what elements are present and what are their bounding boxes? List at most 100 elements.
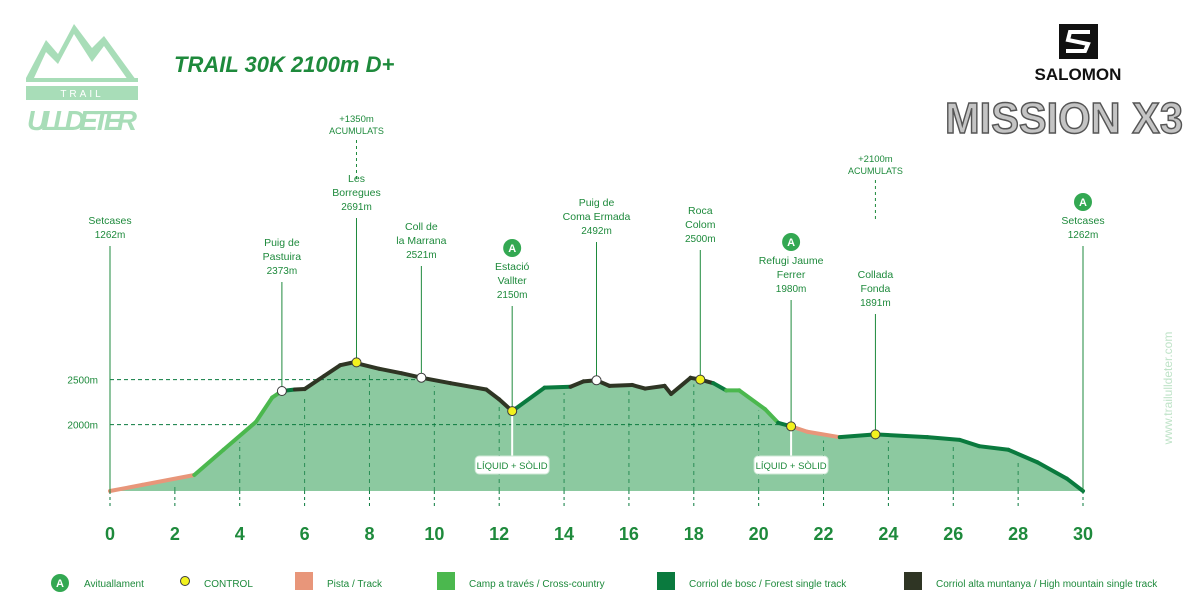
legend-item-control: CONTROL bbox=[180, 576, 253, 590]
aid-station-icon: A bbox=[503, 239, 522, 257]
ulldeter-logo: TRAIL ULLDETER bbox=[26, 24, 138, 136]
aid-circle bbox=[1074, 193, 1092, 211]
profile-segment bbox=[1035, 460, 1069, 481]
cumulative-caption: ACUMULATS bbox=[848, 166, 903, 176]
reference-label: 2000m bbox=[67, 421, 98, 432]
waypoint-name: Setcases bbox=[88, 215, 131, 227]
x-tick-label: 20 bbox=[749, 524, 769, 544]
profile-segment bbox=[322, 363, 343, 378]
legend-swatch bbox=[904, 572, 922, 590]
waypoint-name: Setcases bbox=[1061, 215, 1104, 227]
summit-marker bbox=[591, 375, 602, 386]
supply-badge bbox=[753, 455, 829, 475]
legend-swatch bbox=[295, 572, 313, 590]
aid-station-icon: A bbox=[51, 574, 69, 592]
waypoint-name: Borregues bbox=[332, 187, 380, 199]
waypoint-name: Estació bbox=[495, 261, 530, 273]
profile-segment bbox=[221, 419, 258, 452]
logo-word-trail: TRAIL bbox=[60, 89, 103, 100]
waypoint-altitude: 1262m bbox=[95, 230, 126, 241]
cumulative-value: +1350m bbox=[339, 114, 374, 125]
salomon-logo: SALOMON bbox=[1035, 24, 1122, 84]
control-point-marker bbox=[695, 374, 706, 385]
aid-letter: A bbox=[787, 237, 795, 249]
profile-segment bbox=[484, 387, 502, 402]
summit-marker bbox=[276, 386, 287, 397]
logo-word-brand: ULLDETER bbox=[27, 105, 138, 136]
profile-segment bbox=[302, 373, 327, 392]
waypoint: 1980m Ferrer Refugi Jaume A LÍQUID + SÒLID bbox=[753, 233, 829, 475]
waypoint-name: Coll de bbox=[405, 221, 438, 233]
legend-label: Pista / Track bbox=[327, 579, 383, 590]
x-tick-label: 26 bbox=[943, 524, 963, 544]
summit-marker bbox=[416, 372, 427, 383]
profile-segment bbox=[377, 366, 404, 376]
waypoint-altitude: 2373m bbox=[267, 266, 298, 277]
profile-segment bbox=[192, 447, 226, 477]
profile-segment bbox=[805, 429, 842, 440]
cumulative-value: +2100m bbox=[858, 154, 893, 165]
legend-item-cross_country: Camp a través / Cross-country bbox=[437, 572, 605, 590]
waypoint-name: Fonda bbox=[861, 283, 891, 295]
aid-circle bbox=[51, 574, 69, 592]
profile-segment bbox=[1006, 447, 1040, 465]
supply-label: LÍQUID + SÒLID bbox=[477, 461, 548, 472]
waypoint-altitude: 2691m bbox=[341, 202, 372, 213]
x-tick-label: 4 bbox=[235, 524, 245, 544]
profile-segment bbox=[873, 432, 930, 440]
profile-segment bbox=[763, 407, 781, 425]
profile-segment bbox=[837, 432, 878, 440]
legend-label: Avituallament bbox=[84, 579, 144, 590]
profile-segment bbox=[510, 385, 547, 414]
mission-x3-logo: MISSION X3 bbox=[945, 94, 1183, 143]
legend: A Avituallament CONTROL Pista / Track Camp a… bbox=[51, 572, 1158, 592]
x-tick-label: 24 bbox=[878, 524, 898, 544]
waypoint-name: Coma Ermada bbox=[563, 211, 631, 223]
x-tick-label: 16 bbox=[619, 524, 639, 544]
cumulative-caption: ACUMULATS bbox=[329, 126, 384, 136]
profile-area bbox=[110, 362, 1083, 491]
aid-circle bbox=[503, 239, 522, 257]
legend-item-high_mountain: Corriol alta muntanya / High mountain si… bbox=[904, 572, 1158, 590]
waypoint-name: Refugi Jaume bbox=[759, 255, 824, 267]
reference-label: 2500m bbox=[67, 376, 98, 387]
waypoint-altitude: 2150m bbox=[497, 290, 528, 301]
waypoint-name: Colom bbox=[685, 219, 716, 231]
profile-segment bbox=[338, 360, 356, 368]
profile-segment bbox=[643, 383, 667, 391]
waypoint-name: Puig de bbox=[264, 237, 300, 249]
profile-segment bbox=[737, 388, 768, 412]
waypoint-altitude: 1891m bbox=[860, 298, 891, 309]
profile-segment bbox=[542, 384, 573, 390]
aid-circle bbox=[782, 233, 801, 251]
x-tick-label: 2 bbox=[170, 524, 180, 544]
salomon-wordmark: SALOMON bbox=[1035, 65, 1122, 84]
aid-station-icon: A bbox=[1074, 193, 1092, 211]
profile-segment bbox=[140, 472, 197, 487]
profile-segment bbox=[1064, 476, 1085, 493]
waypoint-name: Roca bbox=[688, 205, 713, 217]
aid-station-icon: A bbox=[782, 233, 801, 251]
x-tick-label: 12 bbox=[489, 524, 509, 544]
waypoint-altitude: 2500m bbox=[685, 234, 716, 245]
waypoint-name: Pastuira bbox=[263, 251, 302, 263]
profile-segment bbox=[630, 382, 648, 391]
legend-control-dot bbox=[180, 576, 190, 586]
aid-letter: A bbox=[1079, 197, 1087, 209]
supply-label: LÍQUID + SÒLID bbox=[756, 461, 827, 472]
x-tick-label: 10 bbox=[424, 524, 444, 544]
legend-swatch bbox=[437, 572, 455, 590]
waypoint-name: Puig de bbox=[579, 197, 615, 209]
profile-segment bbox=[448, 381, 489, 392]
control-point-marker bbox=[507, 406, 518, 417]
legend-swatch bbox=[657, 572, 675, 590]
profile-segment bbox=[711, 381, 729, 393]
waypoint-name: Collada bbox=[858, 269, 894, 281]
x-tick-label: 30 bbox=[1073, 524, 1093, 544]
legend-item-aid: A Avituallament bbox=[51, 574, 144, 592]
waypoint-altitude: 1262m bbox=[1068, 230, 1099, 241]
